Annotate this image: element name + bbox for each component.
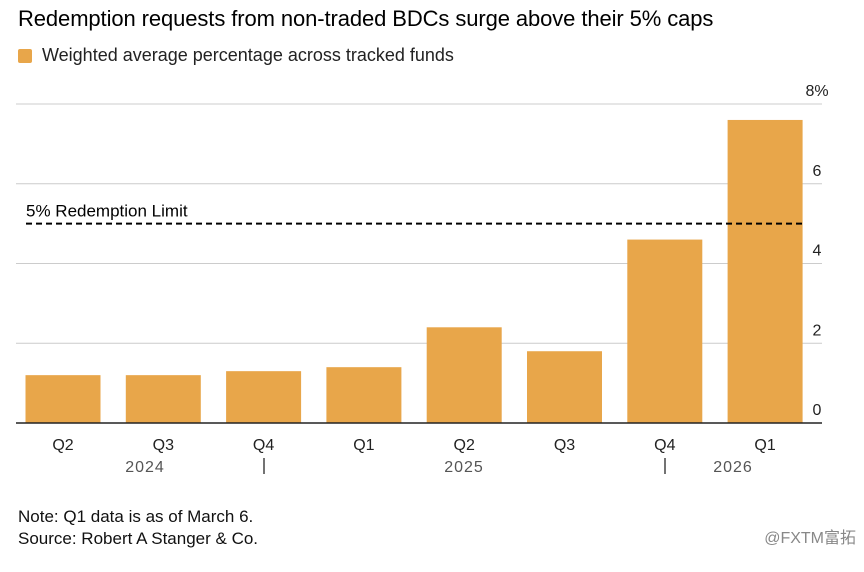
grid-lines [16,103,822,344]
x-tick-label: Q2 [454,437,475,454]
legend-label: Weighted average percentage across track… [42,45,454,65]
chart-legend: Weighted average percentage across track… [18,45,454,66]
note-text: Note: Q1 data is as of March 6. [18,507,254,526]
legend-swatch [18,48,32,63]
reference-line-group: 5% Redemption Limit [26,202,806,225]
x-tick-label: Q4 [253,437,274,454]
bar [527,351,602,423]
bar [25,375,101,423]
watermark: @FXTM富拓 [764,530,856,547]
bars [25,119,803,423]
x-tick-label: Q3 [554,437,575,454]
reference-line-label: 5% Redemption Limit [26,202,188,221]
bar-chart: 5% Redemption Limit 0 2 4 6 8% Q2 Q3 Q4 Q1 Q2 Q3 Q4… [16,83,829,476]
bar [727,119,803,423]
bar [326,367,402,423]
year-label: 2024 [125,459,165,476]
axes [16,422,822,474]
source-text: Source: Robert A Stanger & Co. [18,529,259,548]
y-tick-label: 4 [813,243,822,260]
chart-title: Redemption requests from non-traded BDCs… [18,6,714,31]
x-tick-label: Q4 [654,437,675,454]
y-tick-label: 0 [813,402,822,419]
bar [125,375,201,423]
bar [426,327,502,423]
axis-labels: 0 2 4 6 8% Q2 Q3 Q4 Q1 Q2 Q3 Q4 Q1 2024 2025 2026 [52,83,828,476]
year-label: 2025 [444,459,484,476]
y-tick-label: 8% [805,83,828,100]
x-tick-label: Q1 [353,437,374,454]
bar [627,239,703,423]
x-tick-label: Q3 [153,437,174,454]
footnote: Note: Q1 data is as of March 6. Source: … [18,506,258,550]
x-tick-label: Q2 [52,437,73,454]
year-label: 2026 [713,459,753,476]
x-tick-label: Q1 [754,437,775,454]
bar [226,371,302,423]
y-tick-label: 6 [813,163,822,180]
y-tick-label: 2 [813,322,822,339]
